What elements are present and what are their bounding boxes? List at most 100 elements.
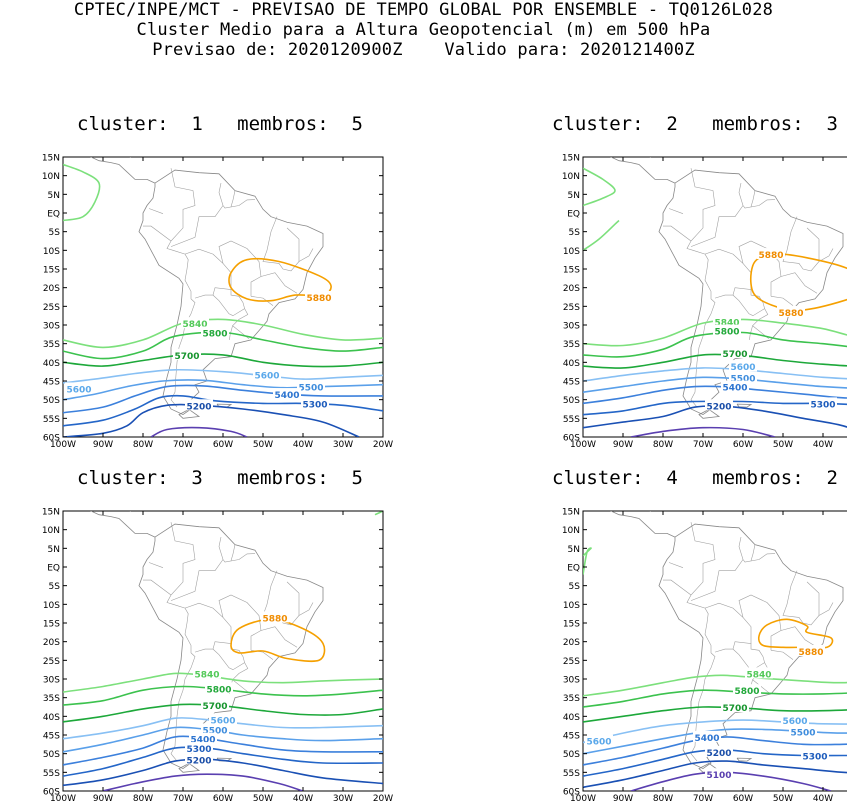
lat-label: 45S [43, 732, 60, 742]
country-border [143, 225, 172, 242]
lat-label: 5S [49, 582, 61, 592]
country-border [212, 643, 245, 671]
contour-label-5840: 5840 [746, 670, 771, 680]
lat-label: 5S [569, 228, 581, 238]
lat-label: 10N [562, 172, 580, 182]
lat-label: 55S [563, 769, 580, 779]
contour-label-bg [713, 315, 741, 327]
country-border [686, 168, 716, 408]
lat-label: 25S [563, 303, 580, 313]
lat-label: 15S [563, 266, 580, 276]
lat-label: 10S [43, 247, 60, 257]
lat-label: EQ [567, 210, 580, 220]
header-line-2: Cluster Medio para a Altura Geopotencial… [136, 20, 711, 40]
contour-label-bg [721, 347, 749, 358]
country-border [782, 570, 820, 626]
panel-cluster-4: cluster: 4 membros: 2 5840 5800 5700 5600 55… [520, 467, 847, 804]
contour-label-5400: 5400 [274, 391, 299, 401]
lat-label: 30S [43, 322, 60, 332]
lat-label: 45S [43, 378, 60, 388]
contour-label-5600: 5600 [782, 717, 807, 727]
lat-label: 15S [43, 266, 60, 276]
contour-5100 [630, 426, 776, 437]
contour-label-5700: 5700 [722, 704, 747, 714]
contour-5700 [63, 353, 383, 368]
country-border [170, 559, 224, 601]
country-border [818, 602, 834, 616]
coastline [167, 494, 189, 499]
lat-label: 55S [43, 415, 60, 425]
contour-label-5400: 5400 [722, 384, 747, 394]
country-border [250, 296, 274, 306]
coastline [395, 157, 400, 196]
lat-label: 10S [43, 601, 60, 611]
contour-5600 [63, 716, 383, 740]
contour-label-bg [777, 305, 805, 317]
lon-label: 80W [653, 440, 673, 450]
contour-5800 [583, 331, 847, 358]
lon-label: 40W [813, 794, 833, 803]
lat-label: 40S [43, 713, 60, 723]
country-border [732, 289, 765, 317]
country-border [230, 190, 236, 207]
coastline [698, 409, 721, 419]
contour-label-5880: 5880 [798, 648, 823, 658]
contour-label-5600: 5600 [586, 738, 611, 748]
lon-label: 20W [373, 794, 393, 803]
lat-label: EQ [47, 564, 60, 574]
contour-label-bg [201, 699, 229, 711]
lat-label: 35S [563, 340, 580, 350]
lon-label: 90W [93, 440, 113, 450]
contour-label-bg [301, 397, 329, 409]
contour-label-bg [693, 730, 721, 742]
lat-label: 40S [563, 359, 580, 369]
contour-label-5800: 5800 [714, 328, 739, 338]
contour-label-5300: 5300 [186, 745, 211, 755]
lat-label: 15N [42, 154, 60, 164]
coastline [715, 498, 721, 499]
country-border [704, 602, 752, 653]
contour-label-5200: 5200 [706, 402, 731, 412]
contour-label-5800: 5800 [734, 687, 759, 697]
coastline [649, 511, 651, 512]
country-border [690, 205, 744, 247]
lat-label: 20S [563, 284, 580, 294]
contour-5100 [150, 426, 248, 437]
country-border [166, 522, 196, 762]
lon-label: 50W [253, 794, 273, 803]
lat-label: 5N [48, 191, 60, 201]
contour-label-bg [185, 742, 213, 754]
lon-label: 40W [293, 794, 313, 803]
contour-label-5700: 5700 [174, 352, 199, 362]
country-border [770, 296, 794, 306]
lon-label: 60W [213, 440, 233, 450]
contour-label-bg [721, 380, 749, 392]
contour-label-5880: 5880 [262, 614, 287, 624]
lat-label: 5N [568, 545, 580, 555]
contour-5600 [583, 719, 847, 744]
lat-label: 35S [43, 340, 60, 350]
lat-label: 55S [43, 769, 60, 779]
lon-label: 80W [133, 440, 153, 450]
lat-label: 15N [562, 154, 580, 164]
country-border [184, 602, 232, 653]
lon-label: 90W [613, 440, 633, 450]
contour-label-bg [705, 399, 733, 411]
country-border [148, 208, 164, 214]
contour-label-bg [585, 734, 613, 746]
contour-label-bg [209, 713, 237, 725]
contour-label-bg [193, 667, 221, 679]
lon-label: 30W [333, 440, 353, 450]
coastline [178, 409, 201, 419]
lat-label: 20S [43, 638, 60, 648]
lat-label: 40S [43, 359, 60, 369]
contour-label-bg [261, 611, 289, 623]
contour-5840 [63, 163, 101, 222]
lon-label: 100W [50, 440, 76, 450]
country-border [184, 248, 232, 299]
contour-label-bg [801, 749, 829, 761]
coastline [195, 498, 201, 499]
contour-label-bg [797, 645, 825, 656]
country-border [738, 594, 782, 651]
panel-title: cluster: 3 membros: 5 [77, 467, 363, 489]
